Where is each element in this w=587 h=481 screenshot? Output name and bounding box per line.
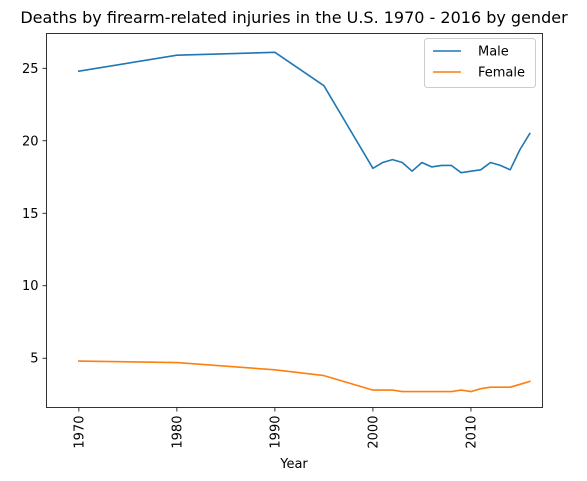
series-line-male bbox=[77, 51, 531, 174]
legend-label-male: Male bbox=[478, 45, 509, 60]
y-tick-label: 20 bbox=[22, 134, 39, 149]
x-tick-label: 1980 bbox=[170, 416, 185, 449]
x-tick-label: 1990 bbox=[268, 416, 283, 449]
y-tick-label: 5 bbox=[30, 352, 38, 367]
y-tick-label: 15 bbox=[22, 207, 39, 222]
x-tick-label: 2010 bbox=[464, 416, 479, 449]
plot-frame bbox=[46, 33, 543, 408]
series-line-female bbox=[77, 360, 531, 393]
chart-title: Deaths by firearm-related injuries in th… bbox=[20, 8, 568, 27]
y-tick-label: 25 bbox=[22, 62, 39, 77]
x-axis-label: Year bbox=[279, 457, 308, 472]
x-tick-label: 2000 bbox=[366, 416, 381, 449]
x-tick-label: 1970 bbox=[72, 416, 87, 449]
y-tick-label: 10 bbox=[22, 279, 39, 294]
legend-label-female: Female bbox=[478, 66, 525, 81]
